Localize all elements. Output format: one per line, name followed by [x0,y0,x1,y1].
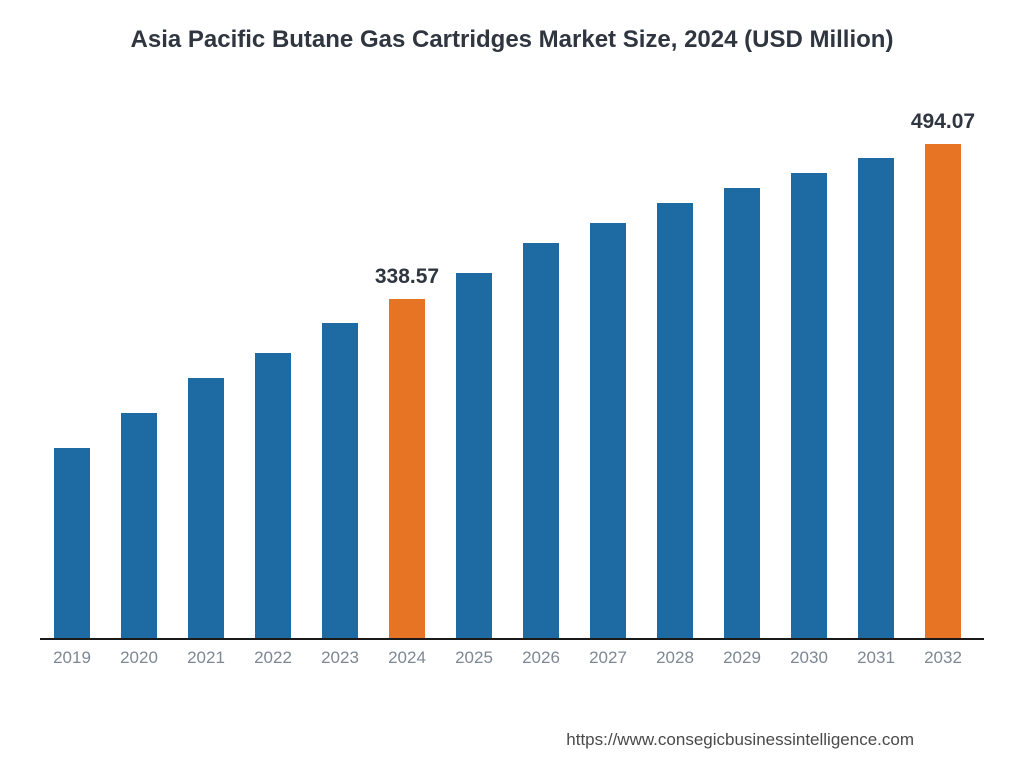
bar [657,203,693,638]
bar [925,144,961,638]
bar [590,223,626,638]
x-tick: 2022 [239,648,307,668]
bar [188,378,224,638]
x-tick: 2028 [641,648,709,668]
x-tick: 2021 [172,648,240,668]
bar [724,188,760,638]
x-tick: 2020 [105,648,173,668]
x-tick: 2023 [306,648,374,668]
x-tick: 2024 [373,648,441,668]
x-tick: 2027 [574,648,642,668]
plot-region: 201920202021202220232024338.572025202620… [40,100,984,640]
bar [255,353,291,638]
bar [523,243,559,638]
bar-value-label: 494.07 [883,110,1003,134]
x-tick: 2019 [38,648,106,668]
x-tick: 2032 [909,648,977,668]
bar-value-label: 338.57 [347,265,467,289]
bar [456,273,492,638]
bar [322,323,358,638]
chart-area: 201920202021202220232024338.572025202620… [40,100,984,690]
x-tick: 2025 [440,648,508,668]
source-url: https://www.consegicbusinessintelligence… [566,730,914,750]
bar [858,158,894,638]
x-tick: 2031 [842,648,910,668]
chart-title: Asia Pacific Butane Gas Cartridges Marke… [0,26,1024,54]
bar [121,413,157,638]
x-tick: 2026 [507,648,575,668]
bar [791,173,827,638]
x-tick: 2029 [708,648,776,668]
x-tick: 2030 [775,648,843,668]
bar [389,299,425,638]
bar [54,448,90,638]
